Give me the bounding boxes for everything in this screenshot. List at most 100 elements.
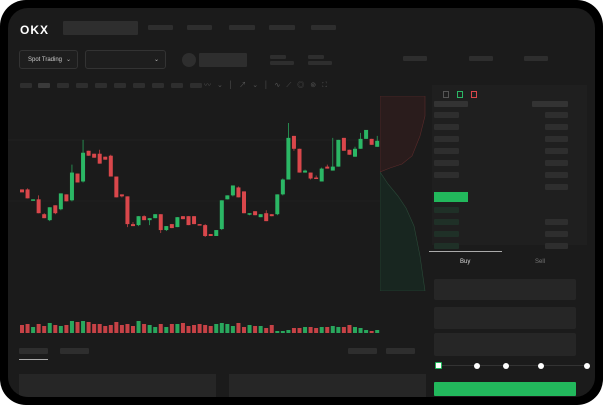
ask-price bbox=[434, 172, 459, 178]
volume-bar bbox=[341, 327, 346, 333]
depth-bids bbox=[380, 171, 426, 291]
tab-open-orders[interactable] bbox=[19, 348, 48, 354]
slider-step[interactable] bbox=[584, 363, 590, 369]
candlestick-chart[interactable] bbox=[8, 93, 428, 338]
ask-amount bbox=[545, 148, 568, 154]
timeframe-button[interactable] bbox=[20, 83, 32, 88]
price-placeholder bbox=[199, 53, 247, 67]
candle-down bbox=[242, 191, 246, 214]
slider-track[interactable] bbox=[438, 365, 588, 366]
chevron-down-icon: ⌄ bbox=[153, 57, 159, 63]
nav-item[interactable] bbox=[187, 25, 212, 30]
slider-step[interactable] bbox=[474, 363, 480, 369]
depth-asks bbox=[380, 96, 426, 173]
market-type-dropdown[interactable]: Spot Trading ⌄ bbox=[19, 50, 78, 69]
candle-up bbox=[258, 214, 263, 218]
chevron-down-icon: ⌄ bbox=[65, 57, 71, 63]
candle-down bbox=[86, 150, 91, 156]
volume-bar bbox=[31, 327, 36, 333]
market-type-label: Spot Trading bbox=[28, 56, 63, 63]
candle-up bbox=[303, 170, 308, 173]
candle-down bbox=[269, 214, 274, 217]
stat-value bbox=[308, 61, 332, 65]
bid-price bbox=[434, 207, 459, 213]
slider-step[interactable] bbox=[538, 363, 544, 369]
orderbook-both-icon[interactable] bbox=[443, 91, 449, 98]
nav-item[interactable] bbox=[311, 25, 336, 30]
amount-input[interactable] bbox=[434, 307, 576, 329]
volume-bar bbox=[92, 324, 97, 333]
buy-button[interactable] bbox=[434, 382, 576, 396]
tab-history[interactable] bbox=[60, 348, 89, 354]
volume-bar bbox=[158, 324, 163, 333]
candle-up bbox=[58, 193, 63, 210]
orderbook-header bbox=[532, 101, 568, 107]
volume-bar bbox=[81, 321, 86, 333]
volume-bar bbox=[208, 326, 213, 333]
slider-step[interactable] bbox=[503, 363, 509, 369]
volume-bar bbox=[269, 325, 274, 333]
filter-button[interactable] bbox=[386, 348, 415, 354]
candle-down bbox=[36, 199, 41, 214]
okx-logo[interactable]: OKX bbox=[20, 23, 50, 37]
timeframe-button[interactable] bbox=[133, 83, 145, 88]
app-screen: OKX Spot Trading ⌄ ⌄ 〰⌄│↗⌄│∿⟋◎⊚⛶ Buy Sel… bbox=[8, 8, 595, 397]
bid-price bbox=[434, 243, 459, 249]
candle-down bbox=[158, 214, 163, 231]
timeframe-button[interactable] bbox=[190, 83, 202, 88]
bottom-panel-left bbox=[19, 374, 216, 397]
nav-item[interactable] bbox=[269, 25, 295, 30]
timeframe-button[interactable] bbox=[114, 83, 126, 88]
candle-up bbox=[319, 168, 324, 182]
nav-item[interactable] bbox=[148, 25, 173, 30]
timeframe-button[interactable] bbox=[76, 83, 88, 88]
candle-down bbox=[131, 224, 135, 227]
candle-down bbox=[142, 216, 147, 221]
candle-up bbox=[153, 214, 158, 219]
timeframe-button[interactable] bbox=[57, 83, 69, 88]
total-input[interactable] bbox=[434, 333, 576, 356]
volume-bar bbox=[69, 321, 74, 333]
tab-sell[interactable]: Sell bbox=[535, 259, 546, 265]
volume-bar bbox=[214, 324, 219, 333]
volume-bar bbox=[264, 328, 269, 333]
volume-bar bbox=[103, 326, 108, 333]
candle-down bbox=[186, 216, 191, 226]
volume-bar bbox=[325, 327, 330, 333]
volume-bar bbox=[247, 325, 252, 333]
volume-bar bbox=[175, 324, 180, 333]
ask-amount bbox=[545, 112, 568, 118]
timeframe-button[interactable] bbox=[38, 83, 50, 88]
volume-bar bbox=[225, 324, 230, 333]
timeframe-button[interactable] bbox=[171, 83, 183, 88]
candle-down bbox=[325, 166, 330, 169]
orderbook-buy-icon[interactable] bbox=[457, 91, 463, 98]
candle-up bbox=[230, 185, 235, 196]
ask-amount bbox=[545, 172, 568, 178]
orderbook-sell-icon[interactable] bbox=[471, 91, 477, 98]
timeframe-button[interactable] bbox=[152, 83, 164, 88]
search-placeholder[interactable] bbox=[63, 21, 138, 35]
pair-dropdown[interactable]: ⌄ bbox=[85, 50, 166, 69]
volume-bar bbox=[169, 324, 174, 333]
filter-button[interactable] bbox=[348, 348, 377, 354]
candle-up bbox=[69, 172, 74, 201]
nav-item[interactable] bbox=[229, 25, 255, 30]
candle-down bbox=[236, 187, 241, 198]
slider-handle[interactable] bbox=[435, 362, 442, 369]
candle-down bbox=[25, 189, 30, 199]
ask-price bbox=[434, 148, 459, 154]
tab-buy[interactable]: Buy bbox=[460, 259, 471, 265]
volume-bar bbox=[114, 322, 119, 333]
timeframe-button[interactable] bbox=[95, 83, 107, 88]
ask-price bbox=[434, 112, 459, 118]
candle-down bbox=[347, 149, 352, 155]
volume-bar bbox=[97, 324, 102, 333]
price-input[interactable] bbox=[434, 279, 576, 300]
volume-bar bbox=[125, 324, 130, 333]
volume-bar bbox=[197, 324, 202, 333]
volume-bar bbox=[358, 328, 363, 333]
candle-up bbox=[81, 152, 86, 182]
chart-tool-icons[interactable]: 〰⌄│↗⌄│∿⟋◎⊚⛶ bbox=[204, 82, 334, 89]
candle-up bbox=[247, 213, 252, 215]
